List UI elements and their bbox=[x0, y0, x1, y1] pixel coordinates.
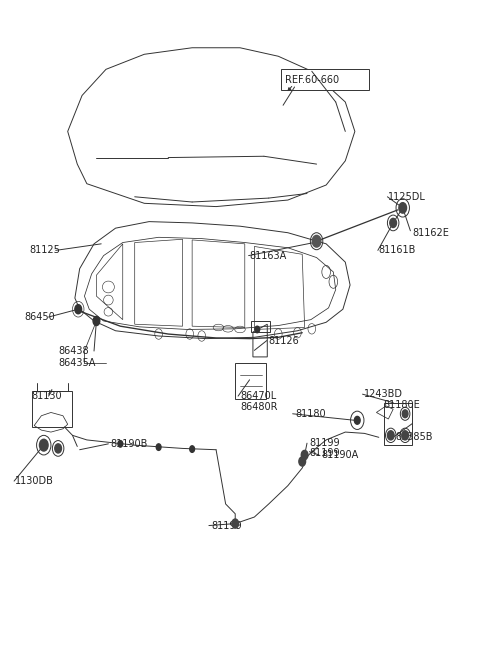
Text: 86435A: 86435A bbox=[58, 358, 96, 369]
Circle shape bbox=[399, 202, 407, 213]
Text: 81190B: 81190B bbox=[111, 439, 148, 449]
Bar bbox=[32, 391, 72, 427]
Text: 1130DB: 1130DB bbox=[15, 476, 54, 486]
Circle shape bbox=[156, 444, 161, 451]
Text: REF.60-660: REF.60-660 bbox=[286, 75, 339, 85]
Text: 81130: 81130 bbox=[32, 391, 62, 401]
Circle shape bbox=[402, 431, 408, 440]
Circle shape bbox=[299, 457, 306, 466]
Text: 81162E: 81162E bbox=[412, 228, 449, 238]
Text: 81180: 81180 bbox=[295, 409, 325, 419]
Circle shape bbox=[387, 431, 394, 440]
Circle shape bbox=[39, 440, 48, 451]
Text: 81199: 81199 bbox=[310, 448, 340, 458]
Circle shape bbox=[232, 519, 239, 528]
Circle shape bbox=[402, 410, 408, 418]
Circle shape bbox=[55, 444, 61, 453]
Text: 81163A: 81163A bbox=[250, 251, 287, 261]
Text: 86470L: 86470L bbox=[240, 391, 276, 401]
Circle shape bbox=[93, 316, 100, 326]
Text: 81161B: 81161B bbox=[379, 246, 416, 255]
Text: 81199: 81199 bbox=[310, 438, 340, 448]
Text: 1243BD: 1243BD bbox=[364, 389, 403, 399]
Text: 86480R: 86480R bbox=[240, 402, 277, 412]
Text: 1125DL: 1125DL bbox=[388, 192, 426, 202]
Circle shape bbox=[75, 305, 82, 314]
Text: 81126: 81126 bbox=[269, 335, 300, 346]
Bar bbox=[384, 403, 412, 445]
Text: 81385B: 81385B bbox=[396, 432, 433, 441]
Circle shape bbox=[390, 218, 396, 227]
Text: 86438: 86438 bbox=[58, 346, 89, 356]
Circle shape bbox=[301, 451, 308, 460]
Bar bbox=[235, 364, 266, 400]
Text: 81190A: 81190A bbox=[322, 450, 359, 460]
Text: 81199: 81199 bbox=[211, 521, 242, 531]
Text: 81125: 81125 bbox=[29, 246, 60, 255]
Text: 81180E: 81180E bbox=[384, 400, 420, 410]
Circle shape bbox=[255, 326, 260, 333]
Circle shape bbox=[354, 417, 360, 424]
FancyBboxPatch shape bbox=[281, 69, 369, 90]
Circle shape bbox=[118, 441, 123, 447]
Circle shape bbox=[190, 446, 194, 453]
Text: 86450: 86450 bbox=[24, 312, 55, 322]
Circle shape bbox=[312, 235, 321, 247]
